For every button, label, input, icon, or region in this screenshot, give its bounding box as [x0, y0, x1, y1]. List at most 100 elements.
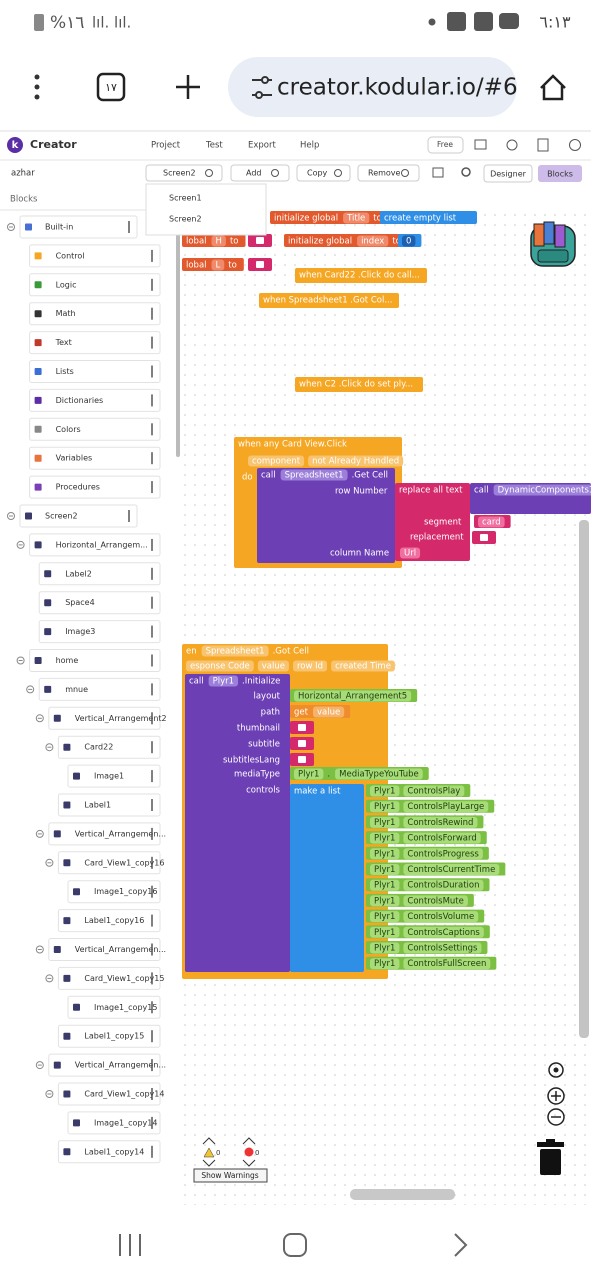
tree-label: Label2 — [65, 569, 92, 578]
block-text: component — [252, 457, 301, 467]
tree-item[interactable] — [38, 677, 161, 701]
tree-toggle[interactable] — [45, 858, 54, 867]
tree-item[interactable] — [57, 966, 161, 990]
copy-button[interactable] — [296, 164, 351, 182]
tree-toggle[interactable] — [35, 829, 44, 838]
url-bar[interactable] — [228, 57, 517, 117]
tree-item[interactable] — [38, 620, 161, 644]
tree-item[interactable] — [29, 302, 161, 326]
show-warnings-button[interactable] — [193, 1168, 268, 1183]
new-tab[interactable] — [176, 75, 200, 99]
tree-label: Procedures — [56, 483, 100, 492]
error-count: 0 — [255, 1149, 259, 1157]
block-text: ControlsSettings — [407, 944, 478, 954]
designer-button[interactable] — [483, 164, 533, 183]
block[interactable] — [259, 293, 399, 308]
tree-item[interactable] — [19, 215, 138, 239]
backpack[interactable] — [530, 221, 576, 267]
trash[interactable] — [537, 1139, 564, 1175]
block-text: row Id — [297, 662, 323, 672]
tree-toggle[interactable] — [35, 945, 44, 954]
tree-item[interactable] — [57, 1024, 161, 1048]
tree-item[interactable] — [48, 706, 161, 730]
block[interactable] — [380, 211, 477, 224]
screen-option[interactable]: Screen1 — [169, 194, 202, 203]
tree-toggle[interactable] — [45, 743, 54, 752]
block-text: value — [317, 708, 340, 718]
block-text: 0 — [406, 237, 411, 247]
block[interactable] — [395, 483, 470, 561]
blocks-button[interactable] — [538, 165, 582, 182]
block-field — [211, 235, 226, 247]
tree-item[interactable] — [19, 504, 138, 528]
tree-item[interactable] — [29, 331, 161, 355]
block-field — [402, 235, 416, 247]
tree-item[interactable] — [29, 446, 161, 470]
block[interactable] — [295, 377, 423, 392]
home-button[interactable] — [540, 74, 566, 101]
tree-item[interactable] — [67, 1111, 161, 1135]
tree-item[interactable] — [29, 273, 161, 297]
block-text: Plyr1 — [374, 849, 395, 859]
block-text: layout — [253, 692, 280, 702]
tree-item[interactable] — [29, 360, 161, 383]
menu-item[interactable]: Export — [248, 141, 276, 151]
block-field — [370, 816, 400, 828]
tree-toggle[interactable] — [7, 223, 15, 231]
block[interactable] — [257, 468, 395, 563]
tree-item[interactable] — [67, 764, 161, 788]
tree-toggle[interactable] — [45, 974, 54, 983]
tree-item[interactable] — [67, 880, 161, 904]
tree-item[interactable] — [57, 793, 161, 817]
tree-item[interactable] — [48, 822, 161, 846]
tree-item[interactable] — [38, 591, 161, 615]
block-field — [312, 706, 345, 718]
tree-item[interactable] — [29, 533, 161, 557]
menu-item[interactable]: Project — [151, 141, 181, 151]
block[interactable] — [185, 674, 290, 972]
tree-item[interactable] — [29, 244, 161, 268]
url: creator.kodular.io/#6 — [277, 75, 518, 101]
block-text: esponse Code — [190, 662, 250, 672]
tree-toggle[interactable] — [35, 1061, 44, 1070]
tree-item[interactable] — [57, 735, 161, 759]
recents[interactable] — [119, 1234, 141, 1256]
tree-item[interactable] — [48, 1053, 161, 1077]
tree-toggle[interactable] — [26, 685, 35, 694]
tree-item[interactable] — [57, 909, 161, 933]
screen-option[interactable]: Screen2 — [169, 215, 202, 224]
block[interactable] — [290, 784, 364, 972]
remove-button[interactable] — [357, 164, 420, 182]
block[interactable] — [295, 268, 427, 283]
tree-toggle[interactable] — [45, 1090, 54, 1098]
menu-item[interactable]: Help — [300, 141, 319, 151]
back[interactable] — [454, 1233, 468, 1257]
screen-button[interactable] — [145, 164, 223, 182]
menu-item[interactable]: Test — [205, 141, 223, 151]
tree-toggle[interactable] — [7, 512, 15, 520]
tree-toggle[interactable] — [16, 656, 25, 665]
recenter[interactable] — [548, 1062, 564, 1078]
tree-item[interactable] — [29, 475, 161, 499]
tree-item[interactable] — [67, 995, 161, 1019]
add-button[interactable] — [230, 164, 290, 182]
tree-item[interactable] — [48, 938, 161, 961]
zoom-in[interactable] — [547, 1087, 565, 1105]
block-text: Plyr1 — [374, 959, 395, 969]
block-field — [294, 690, 412, 702]
tree-item[interactable] — [57, 1140, 161, 1164]
block-field — [403, 911, 479, 923]
tree-item[interactable] — [38, 562, 161, 586]
tree-item[interactable] — [29, 417, 161, 441]
zoom-out[interactable] — [547, 1108, 565, 1126]
plan[interactable]: Free — [437, 140, 453, 149]
home[interactable] — [283, 1233, 307, 1257]
tree-item[interactable] — [29, 649, 161, 672]
tree-toggle[interactable] — [35, 714, 44, 723]
tabs-button[interactable] — [96, 72, 126, 102]
tree-toggle[interactable] — [16, 540, 25, 549]
tree-item[interactable] — [29, 388, 161, 412]
blocks: initialize global Title to create empty lis… — [182, 211, 591, 979]
tree-item[interactable] — [57, 851, 161, 875]
tree-item[interactable] — [57, 1082, 161, 1106]
